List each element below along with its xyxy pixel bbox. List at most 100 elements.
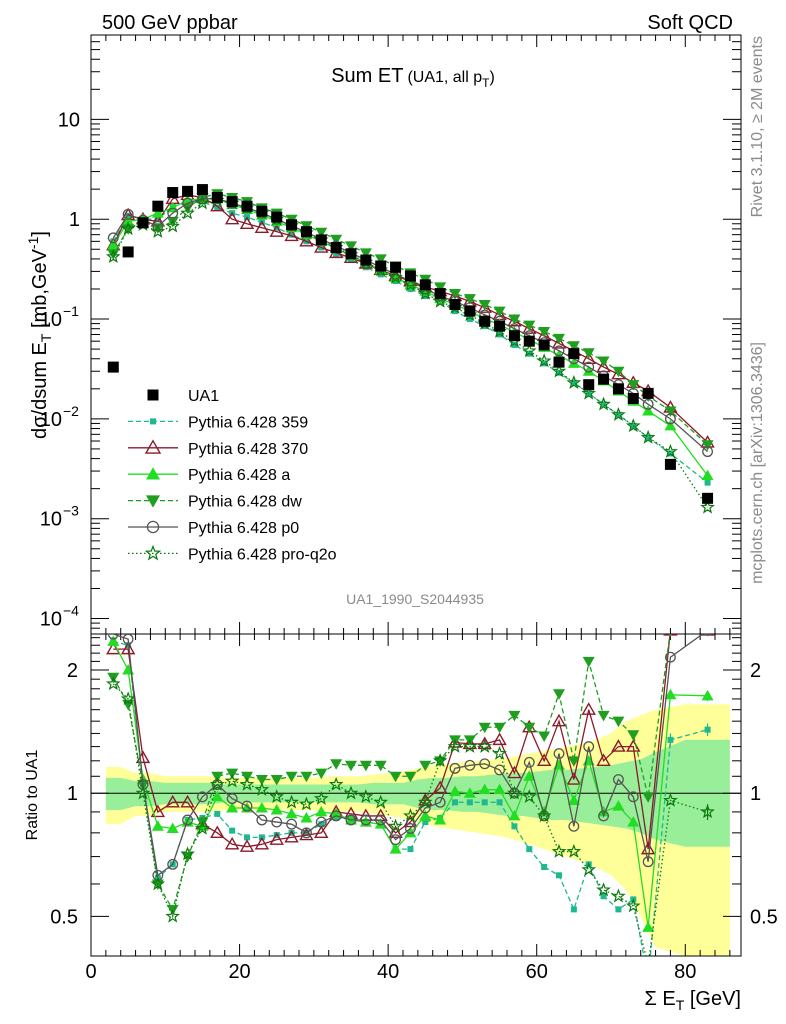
- ratio-point-pythia-6-428-370: [299, 827, 314, 841]
- data-point-pythia-6-428-dw: [597, 356, 610, 367]
- data-point-pythia-6-428-pro-q2o: [663, 443, 678, 458]
- data-point-pythia-6-428-370: [284, 228, 299, 242]
- ratio-y-tick-label: 2: [67, 660, 78, 682]
- data-point-pythia-6-428-359: [511, 341, 518, 348]
- legend-label: Pythia 6.428 a: [188, 467, 290, 484]
- data-point-ua1: [226, 196, 238, 208]
- legend-marker: [146, 495, 160, 508]
- data-point-pythia-6-428-359: [154, 216, 161, 223]
- data-point-pythia-6-428-359: [214, 204, 221, 211]
- data-point-ua1: [211, 191, 223, 203]
- data-point-ua1: [256, 205, 268, 217]
- data-point-pythia-6-428-dw: [582, 348, 595, 359]
- ratio-point-pythia-6-428-p0: [107, 634, 119, 640]
- ratio-point-pythia-6-428-dw: [567, 756, 580, 767]
- ratio-point-pythia-6-428-359: [318, 821, 325, 828]
- data-point-pythia-6-428-pro-q2o: [417, 285, 433, 300]
- ratio-point-pythia-6-428-dw: [374, 760, 387, 772]
- data-point-ua1: [300, 226, 312, 238]
- data-point-pythia-6-428-dw: [107, 249, 120, 260]
- data-point-ua1: [664, 458, 676, 470]
- y-tick-exponent: −1: [63, 303, 79, 319]
- ratio-point-pythia-6-428-359: [288, 829, 295, 836]
- data-point-ua1: [404, 270, 416, 282]
- ratio-point-pythia-6-428-p0: [241, 800, 253, 812]
- ratio-point-pythia-6-428-pro-q2o: [195, 820, 210, 835]
- data-point-pythia-6-428-pro-q2o: [521, 343, 537, 358]
- ratio-point-pythia-6-428-pro-q2o: [700, 804, 715, 819]
- ratio-point-pythia-6-428-370: [596, 753, 611, 767]
- data-point-pythia-6-428-pro-q2o: [700, 499, 715, 514]
- data-point-pythia-6-428-dw: [166, 216, 179, 228]
- ratio-point-pythia-6-428-370: [180, 794, 195, 808]
- data-point-pythia-6-428-dw: [151, 223, 164, 234]
- series-line-pythia-6-428-370: [112, 194, 709, 443]
- data-point-pythia-6-428-359: [600, 401, 607, 408]
- data-point-pythia-6-428-370: [477, 300, 492, 313]
- data-point-pythia-6-428-359: [273, 224, 280, 231]
- ratio-point-pythia-6-428-pro-q2o: [224, 773, 240, 788]
- main-series-group: [105, 184, 715, 514]
- legend-entry-pythia-6-428-pro-q2o: Pythia 6.428 pro-q2o: [128, 544, 337, 563]
- data-point-ua1: [182, 185, 194, 197]
- ratio-point-pythia-6-428-359: [481, 799, 488, 806]
- ratio-point-pythia-6-428-pro-q2o: [180, 846, 195, 861]
- legend-entry-pythia-6-428-p0: Pythia 6.428 p0: [128, 520, 299, 537]
- ratio-y-tick-label: 1: [67, 783, 78, 805]
- ratio-y-tick-label-right: 1: [750, 783, 761, 805]
- ratio-point-pythia-6-428-p0: [523, 756, 535, 768]
- x-tick-label: 60: [526, 961, 548, 983]
- legend-entry-pythia-6-428-dw: Pythia 6.428 dw: [128, 494, 302, 511]
- ratio-point-pythia-6-428-p0: [286, 818, 298, 830]
- data-point-pythia-6-428-359: [645, 434, 652, 441]
- ratio-point-pythia-6-428-p0: [568, 820, 580, 832]
- ratio-point-pythia-6-428-359: [466, 799, 473, 806]
- ratio-point-pythia-6-428-370: [477, 736, 492, 750]
- ratio-point-pythia-6-428-a: [463, 787, 476, 798]
- ratio-point-pythia-6-428-pro-q2o: [417, 794, 433, 809]
- ratio-point-pythia-6-428-dw: [597, 710, 610, 722]
- ratio-point-pythia-6-428-a: [270, 803, 283, 815]
- legend-label: Pythia 6.428 370: [188, 441, 308, 458]
- ratio-point-pythia-6-428-370: [269, 832, 284, 845]
- ratio-point-pythia-6-428-359: [667, 736, 674, 743]
- data-point-ua1: [583, 379, 595, 391]
- ratio-point-pythia-6-428-a: [255, 802, 268, 813]
- legend-entry-pythia-6-428-a: Pythia 6.428 a: [128, 467, 290, 484]
- ratio-point-pythia-6-428-a: [419, 809, 432, 821]
- data-point-ua1: [345, 248, 357, 260]
- ratio-point-pythia-6-428-a: [226, 802, 239, 813]
- ratio-point-pythia-6-428-p0: [612, 774, 624, 785]
- ratio-point-pythia-6-428-359: [645, 977, 651, 983]
- ratio-point-pythia-6-428-359: [615, 906, 622, 913]
- data-point-ua1: [167, 187, 179, 199]
- x-tick-label: 0: [85, 961, 96, 983]
- data-point-pythia-6-428-pro-q2o: [640, 429, 656, 444]
- data-point-pythia-6-428-p0: [553, 345, 565, 357]
- series-pythia-6-428-dw: [107, 189, 714, 451]
- ratio-point-pythia-6-428-p0: [390, 834, 402, 846]
- ratio-point-pythia-6-428-p0: [404, 823, 416, 834]
- ratio-point-pythia-6-428-359: [526, 846, 533, 853]
- data-point-pythia-6-428-a: [664, 419, 677, 431]
- data-point-pythia-6-428-p0: [583, 361, 595, 373]
- x-axis-label: Σ ET [GeV]: [644, 988, 741, 1013]
- ratio-point-pythia-6-428-370: [536, 753, 552, 767]
- data-point-pythia-6-428-359: [452, 308, 458, 315]
- header-right-label: Soft QCD: [647, 12, 733, 34]
- data-point-ua1: [286, 219, 298, 231]
- ratio-point-pythia-6-428-p0: [300, 827, 312, 839]
- ratio-point-pythia-6-428-a: [315, 805, 328, 817]
- legend-label: UA1: [188, 388, 219, 405]
- legend-marker: [147, 389, 159, 401]
- ratio-point-pythia-6-428-p0: [664, 651, 676, 663]
- ratio-point-pythia-6-428-a: [627, 816, 640, 827]
- ratio-point-pythia-6-428-pro-q2o: [536, 808, 552, 823]
- data-point-pythia-6-428-dw: [449, 289, 461, 300]
- x-tick-label: 80: [674, 961, 696, 983]
- ratio-series-group: [105, 634, 715, 983]
- ratio-point-pythia-6-428-359: [704, 726, 711, 733]
- ratio-point-pythia-6-428-a: [285, 807, 298, 819]
- ratio-point-pythia-6-428-p0: [642, 856, 654, 868]
